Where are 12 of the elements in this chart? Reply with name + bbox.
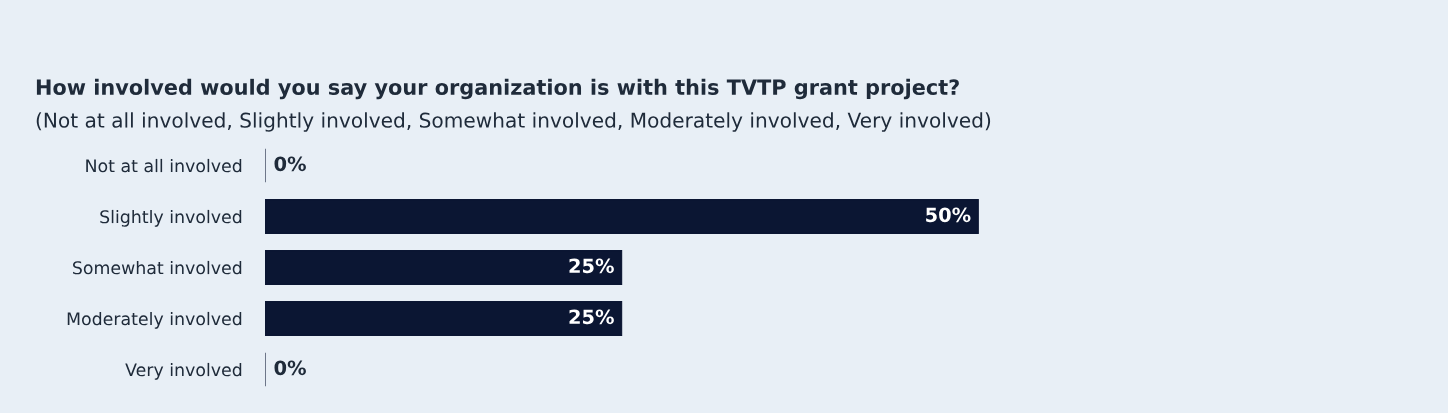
chart-title: How involved would you say your organization is with this TVTP grant project?	[36, 78, 959, 100]
y-tick-label: Slightly involved	[100, 209, 242, 227]
y-tick-label: Very involved	[125, 362, 242, 380]
y-tick-label: Moderately involved	[67, 311, 242, 329]
data-label: 25%	[569, 258, 614, 274]
chart-subtitle: (Not at all involved, Slightly involved, Somewhat involved, Moderately involved, Very involved)	[36, 112, 991, 132]
y-tick-label: Somewhat involved	[72, 260, 242, 275]
data-label: 50%	[926, 207, 971, 223]
data-label: 0%	[274, 156, 306, 172]
data-label: 25%	[569, 309, 614, 325]
y-tick-label: Not at all involved	[86, 158, 242, 173]
data-label: 0%	[274, 360, 306, 376]
